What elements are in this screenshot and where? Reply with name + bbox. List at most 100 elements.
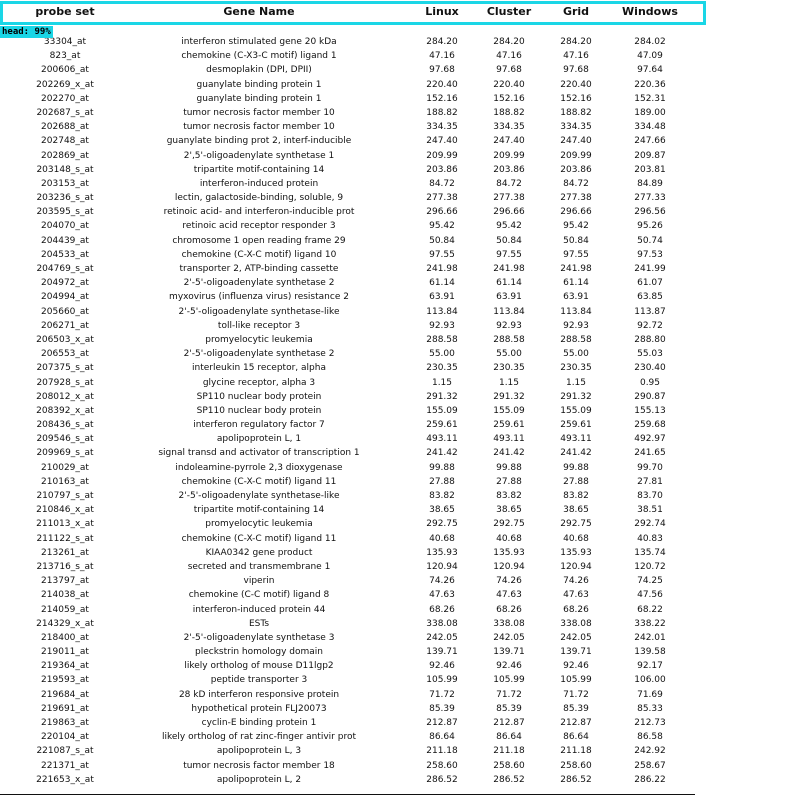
linux-cell: 135.93 (426, 547, 458, 558)
windows-cell: 492.97 (634, 434, 666, 445)
linux-cell: 86.64 (429, 732, 455, 743)
gene-name-cell: toll-like receptor 3 (217, 320, 301, 331)
windows-cell: 277.33 (634, 193, 666, 204)
probe-set-cell: 204439_at (41, 235, 89, 246)
grid-cell: 84.72 (563, 178, 589, 189)
linux-cell: 493.11 (426, 434, 458, 445)
table-row: 218400_at 2'-5'-oligoadenylate synthetase… (0, 631, 695, 645)
grid-cell: 139.71 (560, 647, 592, 658)
table-row: 205660_at 2'-5'-oligoadenylate synthetase… (0, 305, 695, 319)
grid-cell: 241.42 (560, 448, 592, 459)
cluster-cell: 286.52 (493, 774, 525, 785)
table-row: 219691_at hypothetical protein FLJ20073 85… (0, 702, 695, 716)
gene-name-cell: myxovirus (influenza virus) resistance 2 (169, 292, 349, 303)
cluster-cell: 188.82 (493, 107, 525, 118)
linux-cell: 139.71 (426, 647, 458, 658)
probe-set-cell: 221653_x_at (36, 774, 94, 785)
windows-cell: 61.07 (637, 278, 663, 289)
linux-cell: 105.99 (426, 675, 458, 686)
table-row: 208436_s_at interferon regulatory factor … (0, 418, 695, 432)
gene-name-cell: guanylate binding prot 2, interf-inducib… (166, 136, 352, 147)
gene-name-cell: SP110 nuclear body protein (196, 405, 322, 416)
cluster-cell: 86.64 (496, 732, 522, 743)
cluster-cell: 242.05 (493, 632, 525, 643)
linux-cell: 97.55 (429, 249, 455, 260)
gene-name-cell: tripartite motif-containing 14 (193, 164, 325, 175)
probe-set-cell: 204070_at (41, 221, 89, 232)
grid-cell: 38.65 (563, 505, 589, 516)
probe-set-cell: 221371_at (41, 760, 89, 771)
linux-cell: 47.63 (429, 590, 455, 601)
windows-cell: 288.80 (634, 334, 666, 345)
windows-cell: 47.09 (637, 51, 663, 62)
grid-cell: 155.09 (560, 405, 592, 416)
table-row: 220104_at likely ortholog of rat zinc-fin… (0, 730, 695, 744)
cluster-cell: 47.63 (496, 590, 522, 601)
linux-cell: 97.68 (429, 65, 455, 76)
table-row: 202687_s_at tumor necrosis factor member … (0, 106, 695, 120)
cluster-cell: 74.26 (496, 576, 522, 587)
table-row: 823_at chemokine (C-X3-C motif) ligand 1 4… (0, 49, 695, 63)
table-row: 210846_x_at tripartite motif-containing 1… (0, 503, 695, 517)
probe-set-cell: 209969_s_at (36, 448, 94, 459)
linux-cell: 95.42 (429, 221, 455, 232)
probe-set-cell: 202270_at (41, 93, 89, 104)
cluster-cell: 38.65 (496, 505, 522, 516)
grid-cell: 61.14 (563, 278, 589, 289)
table-row: 202869_at 2',5'-oligoadenylate synthetase… (0, 149, 695, 163)
header-windows: Windows (622, 5, 678, 18)
grid-cell: 99.88 (563, 462, 589, 473)
linux-cell: 288.58 (426, 334, 458, 345)
cluster-cell: 209.99 (493, 150, 525, 161)
windows-cell: 338.22 (634, 618, 666, 629)
grid-cell: 68.26 (563, 604, 589, 615)
windows-cell: 290.87 (634, 391, 666, 402)
header-gene-name: Gene Name (223, 5, 295, 18)
linux-cell: 155.09 (426, 405, 458, 416)
linux-cell: 277.38 (426, 193, 458, 204)
windows-cell: 27.81 (637, 476, 663, 487)
grid-cell: 71.72 (563, 689, 589, 700)
gene-name-cell: apolipoprotein L, 2 (216, 774, 302, 785)
windows-cell: 241.65 (634, 448, 666, 459)
windows-cell: 40.83 (637, 533, 663, 544)
gene-name-cell: signal transd and activator of transcrip… (158, 448, 360, 459)
table-row: 214329_x_at ESTs 338.08 338.08 338.08 338.22 (0, 617, 695, 631)
grid-cell: 97.55 (563, 249, 589, 260)
grid-cell: 211.18 (560, 746, 592, 757)
probe-set-cell: 209546_s_at (36, 434, 94, 445)
cluster-cell: 84.72 (496, 178, 522, 189)
gene-name-cell: interferon stimulated gene 20 kDa (181, 37, 337, 47)
grid-cell: 220.40 (560, 79, 592, 90)
gene-name-cell: likely ortholog of rat zinc-finger antiv… (162, 732, 356, 743)
probe-set-cell: 207375_s_at (36, 363, 94, 374)
gene-name-cell: 2'-5'-oligoadenylate synthetase 3 (183, 632, 335, 643)
probe-set-cell: 208392_x_at (36, 405, 94, 416)
gene-name-cell: 2',5'-oligoadenylate synthetase 1 (183, 150, 335, 161)
cluster-cell: 83.82 (496, 491, 522, 501)
probe-set-cell: 210029_at (41, 462, 89, 473)
gene-name-cell: interferon regulatory factor 7 (193, 420, 325, 431)
cluster-cell: 334.35 (493, 122, 525, 133)
probe-set-cell: 219684_at (41, 689, 89, 700)
grid-cell: 74.26 (563, 576, 589, 587)
grid-cell: 47.63 (563, 590, 589, 601)
windows-cell: 55.03 (637, 349, 663, 360)
cluster-cell: 55.00 (496, 349, 522, 360)
probe-set-cell: 221087_s_at (36, 746, 94, 757)
cluster-cell: 220.40 (493, 79, 525, 90)
cluster-cell: 113.84 (493, 306, 525, 317)
cluster-cell: 40.68 (496, 533, 522, 544)
linux-cell: 247.40 (426, 136, 458, 147)
gene-name-cell: retinoic acid- and interferon-inducible … (163, 207, 355, 218)
probe-set-cell: 211013_x_at (36, 519, 94, 530)
windows-cell: 241.99 (634, 264, 666, 274)
table-row: 206503_x_at promyelocytic leukemia 288.58 2… (0, 333, 695, 347)
grid-cell: 92.46 (563, 661, 589, 672)
grid-cell: 288.58 (560, 334, 592, 345)
gene-name-cell: 28 kD interferon responsive protein (178, 689, 340, 700)
grid-cell: 247.40 (560, 136, 592, 147)
probe-set-cell: 823_at (49, 51, 81, 62)
windows-cell: 92.72 (637, 320, 663, 331)
table-row: 219011_at pleckstrin homology domain 139.7… (0, 645, 695, 659)
